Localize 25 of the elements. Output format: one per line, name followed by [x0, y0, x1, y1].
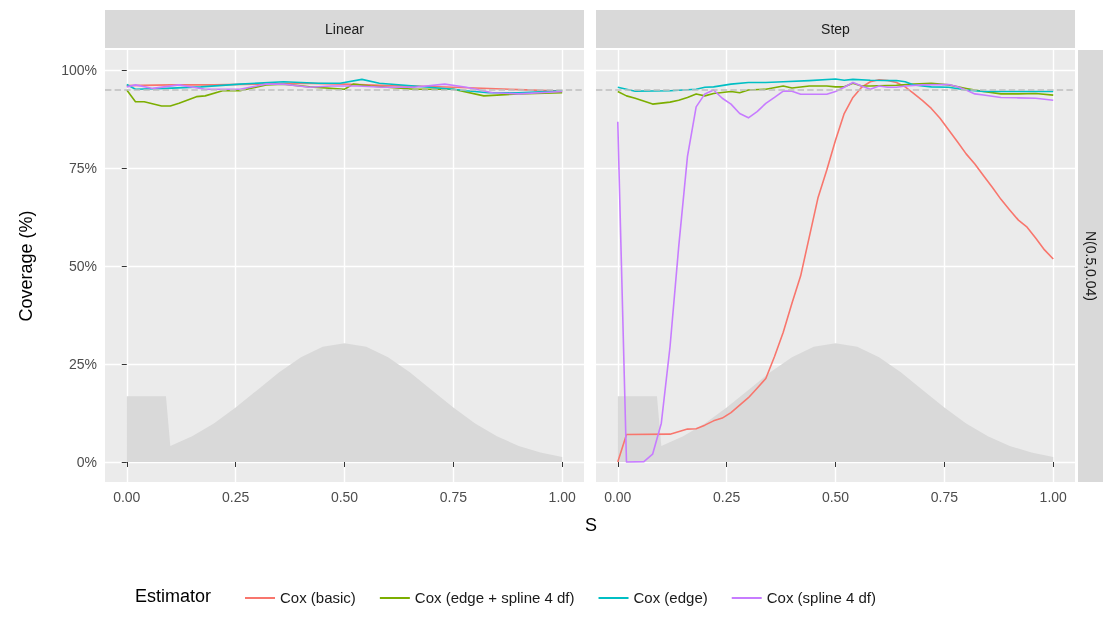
x-tick-label: 0.50 — [821, 489, 850, 505]
y-tick-label: 75% — [68, 160, 97, 176]
legend-title: Estimator — [135, 586, 212, 606]
y-tick-label: 100% — [61, 61, 97, 78]
x-tick-label: 1.00 — [548, 489, 577, 505]
x-tick-label: 0.00 — [113, 489, 141, 505]
legend-label: Cox (edge + spline 4 df) — [414, 589, 575, 606]
x-tick-label: 1.00 — [1039, 489, 1068, 505]
legend-label: Cox (edge) — [633, 589, 708, 606]
x-tick-label: 0.00 — [604, 489, 632, 505]
x-tick-label: 0.75 — [439, 489, 468, 505]
legend-label: Cox (basic) — [280, 589, 356, 606]
text: N(0.5,0.04) — [1078, 50, 1103, 482]
x-tick-label: 0.75 — [930, 489, 959, 505]
chart-title: Step — [596, 10, 1075, 48]
y-tick-label: 0% — [76, 454, 97, 471]
y-tick-label: 50% — [68, 258, 97, 274]
legend-label: Cox (spline 4 df) — [766, 589, 876, 606]
x-tick-label: 0.50 — [330, 489, 359, 505]
x-axis-title: S — [585, 515, 598, 535]
y-axis-title: Coverage (%) — [16, 210, 36, 322]
x-tick-label: 0.25 — [222, 489, 250, 505]
chart-title: Linear — [105, 10, 584, 48]
y-tick-label: 25% — [68, 356, 97, 372]
x-tick-label: 0.25 — [713, 489, 741, 505]
